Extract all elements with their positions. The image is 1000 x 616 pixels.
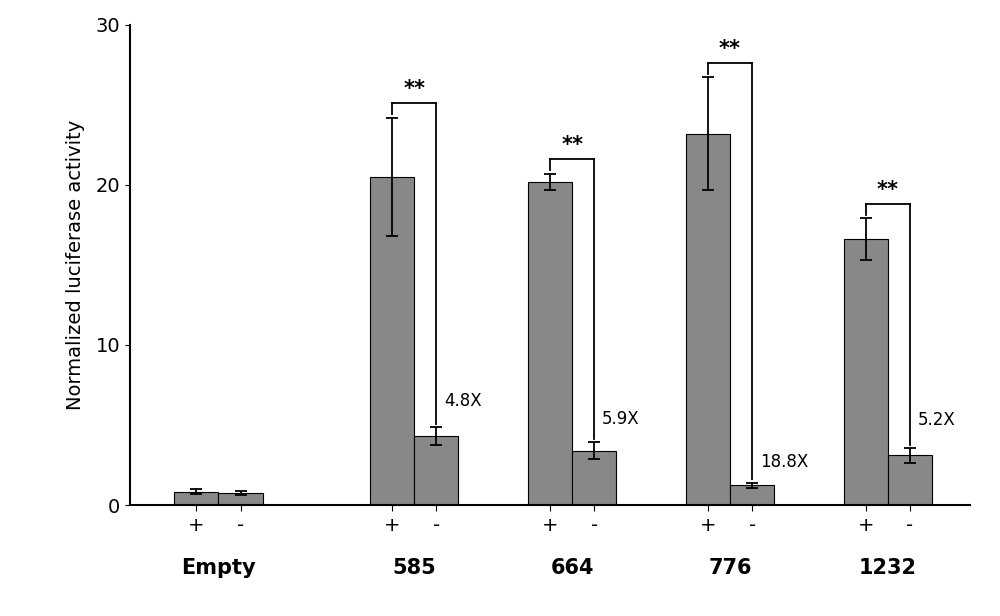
Text: 664: 664: [550, 558, 594, 578]
Text: Empty: Empty: [181, 558, 256, 578]
Bar: [528, 182, 572, 505]
Text: **: **: [877, 180, 899, 200]
Y-axis label: Normalized luciferase activity: Normalized luciferase activity: [66, 120, 85, 410]
Text: 1232: 1232: [859, 558, 917, 578]
Text: **: **: [403, 79, 425, 99]
Text: 5.2X: 5.2X: [918, 411, 955, 429]
Text: 585: 585: [392, 558, 436, 578]
Bar: [414, 436, 458, 505]
Text: 18.8X: 18.8X: [760, 453, 808, 471]
Text: 776: 776: [708, 558, 752, 578]
Text: 5.9X: 5.9X: [602, 410, 639, 428]
Bar: [888, 455, 932, 505]
Bar: [844, 239, 888, 505]
Bar: [572, 451, 616, 505]
Bar: [218, 493, 263, 505]
Bar: [730, 485, 774, 505]
Text: **: **: [561, 135, 583, 155]
Text: **: **: [719, 39, 741, 59]
Bar: [686, 134, 730, 505]
Text: 4.8X: 4.8X: [444, 392, 482, 410]
Bar: [370, 177, 414, 505]
Bar: [174, 492, 218, 505]
